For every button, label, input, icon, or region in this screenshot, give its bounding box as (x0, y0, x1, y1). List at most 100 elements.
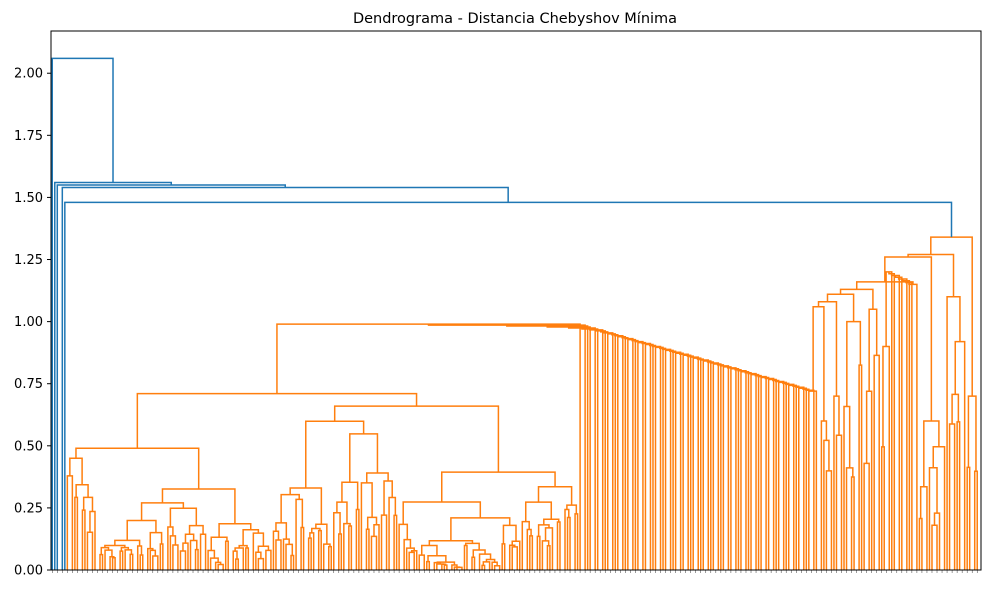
dendrogram-link (443, 564, 448, 570)
dendrogram-link (693, 357, 702, 570)
dendrogram-links (51, 57, 978, 570)
dendrogram-link (799, 387, 808, 570)
dendrogram-link (603, 331, 614, 570)
dendrogram-link (795, 386, 805, 570)
dendrogram-link (209, 557, 219, 570)
y-tick-label: 0.50 (14, 439, 43, 454)
dendrogram-link (966, 466, 971, 570)
dendrogram-link (973, 470, 978, 570)
dendrogram-link (931, 524, 938, 570)
dendrogram-link (265, 549, 272, 570)
dendrogram-link (418, 554, 426, 570)
dendrogram-link (689, 356, 699, 570)
y-tick-label: 1.75 (14, 129, 43, 144)
dendrogram-link (472, 549, 486, 558)
dendrogram-link (541, 540, 550, 570)
dendrogram-link (731, 367, 740, 570)
dendrogram-link (119, 550, 124, 570)
dendrogram-link (812, 305, 825, 421)
dendrogram-link (257, 545, 270, 553)
dendrogram-link (61, 186, 509, 570)
dendrogram-link (567, 327, 596, 570)
dendrogram-link (99, 553, 104, 570)
dendrogram-link (333, 405, 500, 473)
dendrogram-link (669, 350, 677, 570)
dendrogram-link (757, 375, 767, 570)
dendrogram-link (574, 513, 579, 570)
dendrogram-link (679, 353, 689, 570)
dendrogram-link (546, 326, 591, 570)
dendrogram-link (820, 420, 828, 570)
dendrogram-link (882, 345, 891, 570)
dendrogram-link (427, 324, 586, 570)
dendrogram-link (129, 553, 134, 570)
dendrogram-link (675, 352, 684, 570)
dendrogram-link (89, 510, 96, 570)
dendrogram-link (169, 507, 198, 528)
dendrogram-link (366, 516, 378, 530)
dendrogram-link (502, 524, 517, 544)
dendrogram-link (305, 420, 365, 488)
dendrogram-link (441, 563, 447, 570)
dendrogram-link (734, 368, 742, 570)
dendrogram-link (327, 545, 333, 570)
dendrogram-link (928, 466, 938, 570)
dendrogram-link (858, 364, 863, 570)
dendrogram-link (307, 537, 312, 570)
dendrogram-link (86, 531, 94, 570)
dendrogram-link (463, 544, 468, 570)
dendrogram-link (817, 300, 838, 397)
dendrogram-link (546, 544, 551, 570)
dendrogram-link (634, 340, 644, 570)
dendrogram-link (868, 308, 878, 392)
dendrogram-link (880, 446, 885, 570)
dendrogram-link (464, 542, 480, 550)
dendrogram-link (651, 345, 662, 570)
dendrogram-link (272, 530, 280, 570)
dendrogram-link (537, 485, 573, 506)
dendrogram-link (863, 462, 870, 570)
dendrogram-link (614, 334, 624, 570)
dendrogram-link (285, 543, 294, 570)
dendrogram-link (120, 546, 130, 552)
dendrogram-link (747, 372, 757, 570)
dendrogram-link (894, 275, 903, 570)
dendrogram-link (349, 433, 379, 483)
dendrogram-link (802, 388, 810, 570)
dendrogram-link (276, 323, 581, 570)
dendrogram-link (275, 539, 282, 570)
dendrogram-link (341, 481, 359, 510)
dendrogram-link (290, 554, 295, 570)
dendrogram-link (618, 335, 627, 570)
dendrogram-link (242, 529, 260, 546)
dendrogram-link (556, 521, 561, 570)
dendrogram-link (104, 549, 113, 570)
dendrogram-link (529, 535, 534, 570)
dendrogram-link (388, 496, 397, 570)
dendrogram-link (699, 359, 710, 570)
dendrogram-link (624, 337, 634, 570)
dendrogram-link (199, 533, 207, 570)
y-tick-label: 1.00 (14, 315, 43, 330)
plot-frame (50, 30, 982, 571)
dendrogram-link (923, 420, 940, 487)
dendrogram-link (645, 343, 654, 570)
dendrogram-link (333, 512, 341, 570)
y-tick-label: 1.50 (14, 191, 43, 206)
dendrogram-link (719, 364, 730, 570)
dendrogram-link (179, 550, 187, 570)
dendrogram-link (501, 543, 506, 570)
dendrogram-link (348, 525, 353, 570)
y-tick-label: 2.00 (14, 67, 43, 82)
dendrogram-link (136, 392, 418, 449)
dendrogram-link (74, 496, 79, 570)
dendrogram-link (607, 332, 617, 570)
dendrogram-link (161, 488, 236, 524)
dendrogram-link (245, 547, 250, 570)
dendrogram-link (295, 498, 304, 570)
dendrogram-link (826, 293, 855, 322)
dendrogram-link (785, 383, 795, 570)
dendrogram-link (420, 544, 438, 556)
dendrogram-link (595, 329, 606, 570)
